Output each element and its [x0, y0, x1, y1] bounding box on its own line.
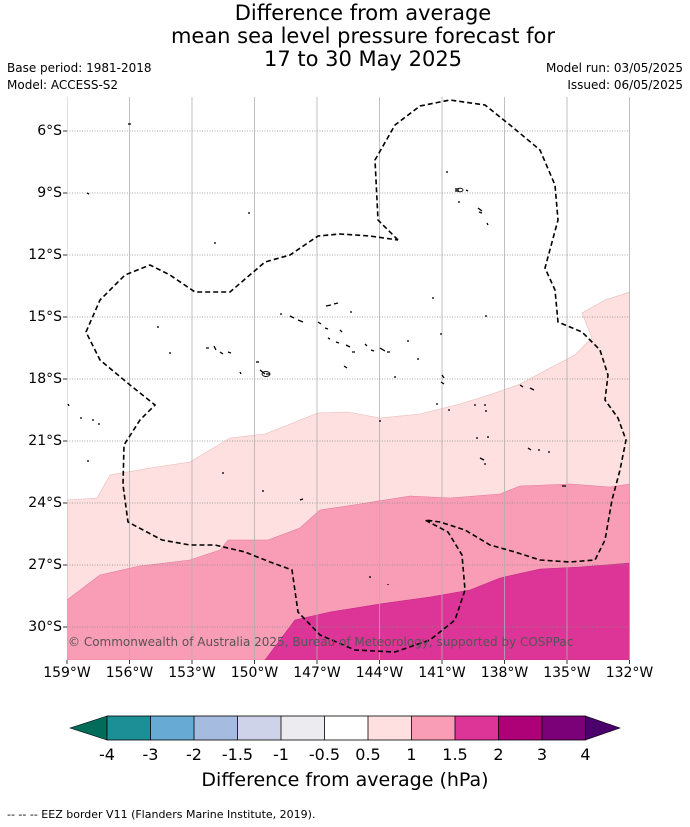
latitude-label: 21°S: [28, 433, 62, 449]
colorbar-tick-label: 0.5: [355, 745, 381, 764]
anomaly-band-1-5-to-2: [264, 562, 630, 660]
meridians: [67, 97, 630, 660]
meta-right: Model run: 03/05/2025 Issued: 06/05/2025: [546, 60, 683, 94]
colorbar-swatch-6: [324, 716, 368, 740]
colorbar-tick-label: 1.5: [442, 745, 468, 764]
colorbar-swatch-3: [194, 716, 238, 740]
colorbar-swatch-5: [281, 716, 325, 740]
eez-border-line: [85, 99, 627, 653]
colorbar-swatch-10: [498, 716, 542, 740]
longitude-label: 138°W: [480, 665, 529, 681]
eez-legend-note: -- -- -- EEZ border V11 (Flanders Marine…: [7, 808, 316, 821]
axis-ticks: [63, 130, 630, 664]
latitude-label: 30°S: [28, 619, 62, 635]
longitude-label: 156°W: [105, 665, 154, 681]
model-text: Model: ACCESS-S2: [7, 78, 119, 92]
colorbar-swatch-8: [411, 716, 455, 740]
longitude-label: 159°W: [43, 665, 91, 681]
colorbar-tick-label: -4: [99, 745, 115, 764]
latitude-label: 12°S: [28, 247, 62, 263]
latitude-label: 27°S: [28, 557, 62, 573]
colorbar-tick-label: 2: [493, 745, 504, 764]
longitude-label: 144°W: [355, 665, 404, 681]
base-period-text: Base period: 1981-2018: [7, 61, 152, 75]
longitude-label: 153°W: [168, 665, 216, 681]
longitude-label: 141°W: [418, 665, 466, 681]
colorbar-tick-label: -0.5: [308, 745, 341, 764]
colorbar-label: Difference from average (hPa): [201, 769, 489, 791]
longitude-label: 135°W: [543, 665, 591, 681]
copyright-notice: © Commonwealth of Australia 2025, Bureau…: [68, 635, 573, 649]
colorbar-tick-label: 4: [580, 745, 591, 764]
colorbar-swatch-11: [542, 716, 586, 740]
latitude-label: 9°S: [37, 185, 62, 201]
longitude-label: 150°W: [230, 665, 279, 681]
latitude-label: 6°S: [37, 123, 62, 139]
colorbar-swatch-9: [455, 716, 499, 740]
title-line-1: Difference from average: [234, 1, 492, 25]
title-line-2: mean sea level pressure forecast for: [170, 24, 556, 48]
colorbar-under-arrow: [69, 715, 108, 741]
islands: [67, 123, 566, 585]
colorbar-swatch-4: [237, 716, 281, 740]
title-line-3: 17 to 30 May 2025: [263, 47, 463, 71]
colorbar: [69, 715, 621, 741]
latitude-label: 15°S: [28, 309, 62, 325]
latitude-label: 24°S: [28, 495, 62, 511]
map-area: © Commonwealth of Australia 2025, Bureau…: [67, 97, 630, 660]
colorbar-tick-label: 1: [406, 745, 417, 764]
longitude-label: 132°W: [605, 665, 654, 681]
colorbar-tick-label: -1: [273, 745, 289, 764]
colorbar-tick-label: -3: [142, 745, 159, 764]
issued-text: Issued: 06/05/2025: [567, 78, 683, 92]
model-run-text: Model run: 03/05/2025: [545, 61, 683, 75]
colorbar-swatch-7: [368, 716, 412, 740]
colorbar-swatch-2: [150, 716, 194, 740]
colorbar-over-arrow: [585, 715, 621, 741]
colorbar-swatch-1: [107, 716, 151, 740]
colorbar-tick-label: 3: [536, 745, 548, 764]
map-title: Difference from average mean sea level p…: [0, 2, 690, 71]
colorbar-tick-label: -2: [186, 745, 202, 764]
longitude-label: 147°W: [293, 665, 341, 681]
colorbar-tick-label: -1.5: [221, 745, 254, 764]
latitude-label: 18°S: [28, 371, 62, 387]
meta-left: Base period: 1981-2018 Model: ACCESS-S2: [7, 60, 152, 94]
